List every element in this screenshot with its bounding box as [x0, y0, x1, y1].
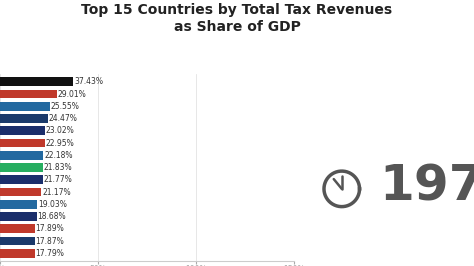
Text: 1971: 1971: [380, 162, 474, 210]
Bar: [0, 126, 45, 135]
Bar: [0, 200, 37, 209]
Text: 21.17%: 21.17%: [42, 188, 71, 197]
Text: 17.87%: 17.87%: [36, 236, 64, 246]
Text: 29.01%: 29.01%: [57, 90, 86, 99]
Bar: [0, 237, 35, 246]
Bar: [0, 175, 43, 184]
Bar: [0, 90, 57, 98]
Text: 22.18%: 22.18%: [44, 151, 73, 160]
Bar: [0, 139, 45, 147]
Text: 22.95%: 22.95%: [46, 139, 74, 148]
Text: 19.03%: 19.03%: [38, 200, 67, 209]
Text: 37.43%: 37.43%: [74, 77, 103, 86]
Bar: [0, 77, 73, 86]
Text: 23.02%: 23.02%: [46, 126, 74, 135]
Bar: [0, 102, 50, 111]
Bar: [0, 151, 44, 160]
Bar: [0, 163, 43, 172]
Text: 25.55%: 25.55%: [51, 102, 80, 111]
Bar: [0, 212, 36, 221]
Text: 18.68%: 18.68%: [37, 212, 66, 221]
Bar: [0, 114, 48, 123]
Text: 24.47%: 24.47%: [48, 114, 77, 123]
Text: 21.83%: 21.83%: [43, 163, 72, 172]
Bar: [0, 249, 35, 258]
Bar: [0, 188, 42, 197]
Bar: [0, 225, 35, 233]
Text: 17.79%: 17.79%: [36, 249, 64, 258]
Text: Top 15 Countries by Total Tax Revenues
as Share of GDP: Top 15 Countries by Total Tax Revenues a…: [82, 3, 392, 34]
Text: 21.77%: 21.77%: [43, 175, 72, 184]
Text: 17.89%: 17.89%: [36, 224, 64, 233]
